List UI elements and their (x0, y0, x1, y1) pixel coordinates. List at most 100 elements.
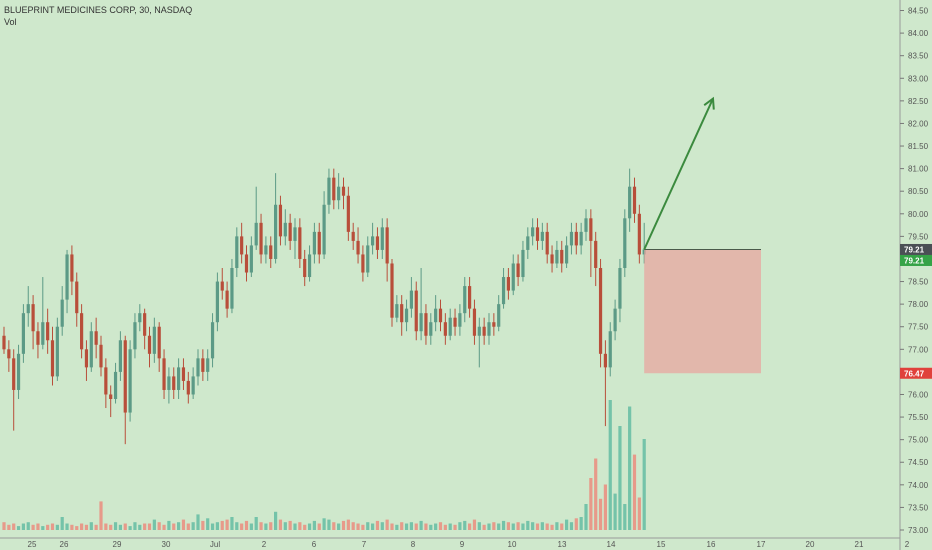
volume-bar (526, 520, 530, 530)
candle-body (283, 222, 287, 237)
candle-body (545, 231, 549, 255)
volume-bar (118, 524, 122, 530)
volume-bar (642, 439, 646, 530)
candle-body (623, 218, 627, 268)
volume-bar (191, 522, 195, 530)
candle-body (167, 376, 171, 390)
x-tick-label: 7 (362, 540, 367, 549)
candle-body (269, 245, 273, 259)
x-tick-label: 2 (262, 540, 267, 549)
volume-bar (385, 519, 389, 530)
candle-body (409, 290, 413, 309)
candle-body (375, 236, 380, 250)
volume-bar (283, 522, 287, 530)
volume-bar (99, 501, 103, 530)
volume-bar (206, 518, 210, 530)
volume-bar (254, 517, 258, 530)
volume-bar (147, 523, 152, 530)
x-tick-label: 9 (460, 540, 465, 549)
candle-body (550, 254, 554, 264)
candle-body (540, 231, 544, 241)
candle-body (104, 367, 108, 395)
y-tick-label: 78.50 (908, 278, 929, 287)
volume-bar (109, 524, 113, 530)
candle-body (584, 218, 588, 232)
volume-bar (453, 524, 457, 530)
candle-body (385, 227, 389, 264)
symbol-title: BLUEPRINT MEDICINES CORP, 30, NASDAQ (4, 5, 193, 15)
volume-bar (317, 523, 321, 530)
volume-bar (303, 524, 307, 530)
volume-bar (181, 519, 186, 530)
volume-bar (274, 511, 278, 530)
volume-bar (380, 522, 384, 530)
volume-bar (12, 523, 16, 530)
volume-bar (70, 524, 74, 530)
volume-bar (400, 522, 404, 530)
candle-body (113, 371, 118, 399)
volume-bar (259, 522, 263, 530)
volume-bar (128, 526, 132, 530)
candle-body (487, 322, 491, 336)
risk-box (644, 249, 761, 374)
candle-body (497, 304, 501, 327)
y-tick-label: 83.00 (908, 74, 929, 83)
volume-bar (584, 504, 588, 530)
price-badge (900, 254, 932, 266)
candle-body (201, 358, 205, 372)
candle-body (395, 304, 399, 318)
candle-body (613, 308, 617, 332)
price-badge-text: 79.21 (904, 245, 925, 254)
volume-bar (511, 523, 515, 530)
candle-body (16, 353, 21, 390)
candle-body (118, 340, 122, 372)
volume-bar (50, 523, 55, 530)
candle-body (196, 358, 200, 377)
candle-body (414, 290, 418, 332)
volume-bar (152, 519, 156, 530)
candle-body (307, 254, 312, 278)
candle-body (75, 281, 79, 314)
candle-body (26, 304, 30, 314)
volume-bar (594, 458, 598, 530)
chart-header: BLUEPRINT MEDICINES CORP, 30, NASDAQ Vol (4, 4, 192, 28)
volume-bar (249, 523, 253, 530)
y-tick-label: 78.00 (908, 300, 929, 309)
candle-body (531, 227, 535, 237)
candle-body (84, 349, 89, 368)
candle-body (70, 254, 74, 282)
volume-bar (215, 522, 219, 530)
volume-bar (424, 523, 428, 530)
x-tick-label: 15 (657, 540, 666, 549)
volume-bar (46, 524, 50, 530)
candle-body (511, 263, 515, 291)
volume-bar (482, 524, 486, 530)
volume-bar (220, 520, 224, 530)
candle-body (55, 326, 59, 377)
candle-body (632, 186, 637, 214)
volume-bar (579, 517, 583, 530)
candle-body (206, 358, 210, 372)
y-tick-label: 84.50 (908, 7, 929, 16)
y-tick-label: 74.00 (908, 481, 929, 490)
candle-body (312, 231, 316, 255)
y-tick-label: 83.50 (908, 52, 929, 61)
volume-bar (555, 522, 559, 530)
candle-body (337, 186, 341, 201)
y-tick-label: 84.00 (908, 29, 929, 38)
y-tick-label: 74.50 (908, 458, 929, 467)
volume-bar (332, 522, 336, 530)
candle-body (94, 331, 98, 345)
candle-body (162, 358, 166, 390)
candle-body (264, 245, 268, 255)
candle-body (332, 177, 336, 201)
candle-body (327, 177, 331, 205)
volume-bar (540, 522, 544, 530)
volume-bar (269, 522, 273, 530)
volume-bar (603, 484, 607, 530)
volume-bar (41, 526, 45, 530)
candle-body (123, 340, 127, 413)
volume-bar (2, 522, 6, 530)
candle-body (278, 204, 283, 237)
